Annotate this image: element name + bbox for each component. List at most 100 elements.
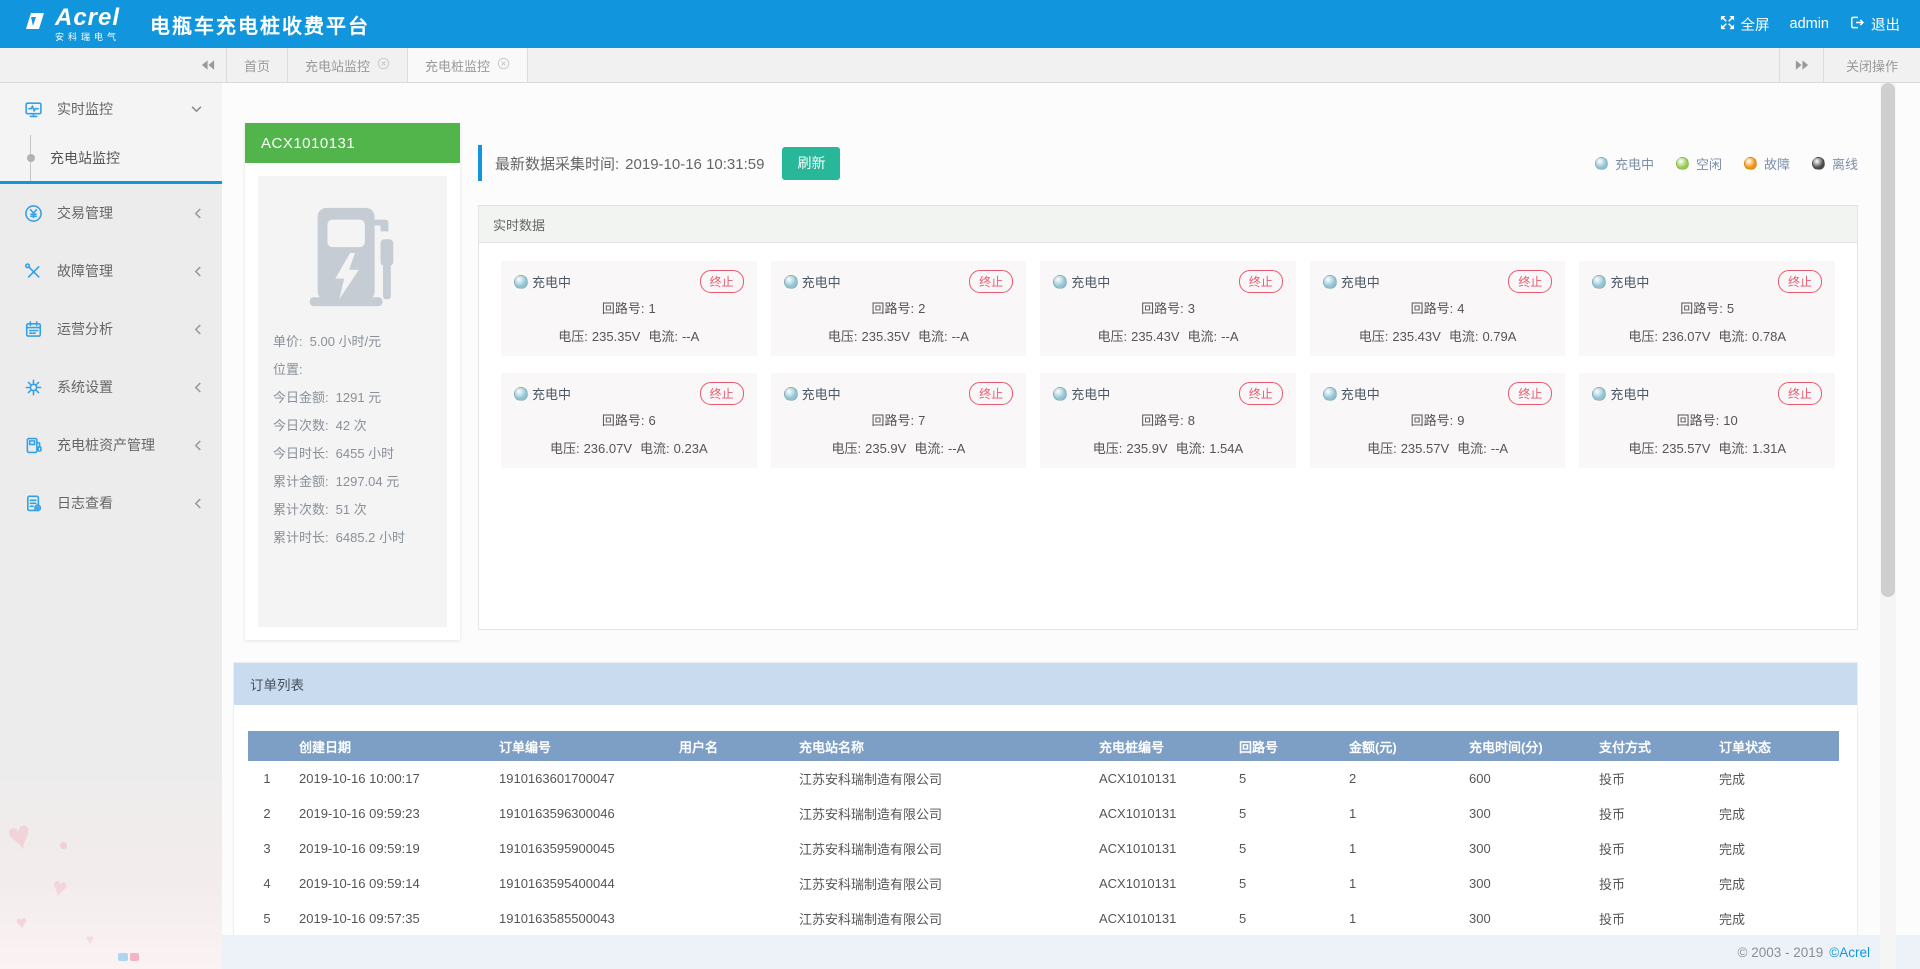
terminate-button[interactable]: 终止 [699, 270, 744, 293]
channel-status-label: 充电中 [801, 275, 841, 290]
copyright-text: © 2003 - 2019 [1737, 944, 1824, 960]
scrollbar-thumb[interactable] [1881, 83, 1895, 597]
device-stat-row: 今日次数: 42 次 [273, 410, 432, 438]
collect-time-label: 最新数据采集时间: [495, 155, 620, 173]
terminate-button[interactable]: 终止 [969, 382, 1014, 405]
username[interactable]: admin [1789, 16, 1830, 32]
terminate-button[interactable]: 终止 [1238, 270, 1283, 293]
status-legend: 充电中 空闲 故障 离线 [1594, 154, 1858, 173]
terminate-button[interactable]: 终止 [969, 270, 1014, 293]
tab-item[interactable]: 充电站监控 [287, 48, 407, 82]
order-cell: 1 [1349, 806, 1357, 821]
order-cell: 1 [1349, 911, 1357, 926]
voltage-value: 235.43V [1392, 329, 1441, 344]
orders-column-header: 支付方式 [1599, 739, 1652, 755]
sidebar-item-5[interactable]: 充电桩资产管理 [0, 416, 222, 474]
order-cell: 投币 [1599, 877, 1626, 892]
current-label: 电流: [640, 441, 670, 456]
voltage-label: 电压: [1628, 441, 1658, 456]
stat-label: 累计次数: [273, 501, 329, 517]
sidebar-item-0[interactable]: 实时监控 [0, 83, 222, 135]
device-card: ACX1010131 单价: 5.00 小时/元 位置: 今日金额: 1291 元今日次… [245, 123, 460, 640]
order-cell [666, 761, 786, 796]
tab-label: 充电桩监控 [425, 58, 491, 74]
order-cell: 1 [1349, 876, 1357, 891]
current-label: 电流: [1718, 329, 1749, 344]
order-cell [666, 901, 786, 935]
channel-readings: 电压: 235.9V 电流: --A [784, 438, 1014, 457]
voltage-value: 235.35V [591, 329, 641, 344]
charging-status-dot-icon [783, 386, 798, 401]
sidebar-item-label: 充电桩资产管理 [57, 437, 155, 453]
terminate-button[interactable]: 终止 [1777, 270, 1822, 293]
circuit-value: 2 [918, 301, 926, 316]
sidebar-item-1[interactable]: 交易管理 [0, 184, 222, 242]
tabs-scroll-right-button[interactable] [1778, 48, 1823, 82]
current-label: 电流: [1718, 441, 1749, 456]
current-value: --A [1221, 329, 1239, 344]
sidebar-item-3[interactable]: 运营分析 [0, 300, 222, 358]
legend-item: 离线 [1811, 154, 1858, 173]
fullscreen-button[interactable]: 全屏 [1720, 14, 1770, 35]
charging-pile-icon [258, 198, 447, 312]
logout-button[interactable]: 退出 [1849, 14, 1900, 35]
chevron-left-icon [194, 498, 202, 509]
tab-active[interactable]: 充电桩监控 [407, 48, 529, 82]
circuit-value: 1 [648, 301, 656, 316]
terminate-button[interactable]: 终止 [699, 382, 744, 405]
legend-item: 空闲 [1675, 154, 1722, 173]
tab-bar: 首页 充电站监控 充电桩监控 关闭操作 [0, 48, 1920, 83]
sidebar-item-4[interactable]: 系统设置 [0, 358, 222, 416]
tab-home[interactable]: 首页 [226, 48, 287, 82]
channel-readings: 电压: 235.57V 电流: --A [1323, 438, 1553, 457]
chevron-left-icon [194, 324, 202, 335]
order-cell: 投币 [1599, 807, 1626, 822]
tab-spacer [0, 48, 190, 82]
terminate-button[interactable]: 终止 [1238, 382, 1283, 405]
acrel-logo-icon [22, 9, 48, 40]
voltage-value: 235.9V [1126, 441, 1168, 456]
stat-value: 5.00 小时/元 [309, 333, 382, 349]
orders-table-wrap: 创建日期 订单编号 用户名 充电站名称 充电桩编号 回路号 金额(元) 充电时间(分) 支付方式… [248, 731, 1839, 935]
tab-close-icon[interactable] [377, 57, 390, 73]
order-cell: 投币 [1599, 912, 1626, 927]
charging-status-dot-icon [1322, 386, 1337, 401]
order-cell: 投币 [1599, 772, 1626, 787]
tab-close-icon[interactable] [497, 57, 510, 73]
sidebar-subitem[interactable]: 充电站监控 [0, 135, 222, 181]
terminate-button[interactable]: 终止 [1508, 382, 1553, 405]
refresh-button[interactable]: 刷新 [782, 146, 841, 180]
fault-icon [24, 262, 43, 281]
channel-card: 充电中 终止 回路号: 9 电压: 235.57V 电流: --A [1309, 373, 1566, 468]
orders-panel: 订单列表 创建日期 订单编号 用户名 充电站名称 充电桩编号 回路号 金额(元) 充电时间(分… [233, 662, 1858, 935]
row-number-cell: 5 [263, 911, 271, 926]
row-number-header [248, 731, 286, 761]
orders-column-header: 充电桩编号 [1099, 739, 1165, 755]
terminate-button[interactable]: 终止 [1777, 382, 1822, 405]
order-row: 1 2019-10-16 10:00:17 1910163601700047 江苏安科… [248, 761, 1839, 796]
logo-subtext: 安科瑞电气 [55, 32, 121, 42]
order-cell: 江苏安科瑞制造有限公司 [799, 842, 943, 857]
voltage-label: 电压: [1358, 329, 1389, 344]
circuit-value: 8 [1187, 413, 1195, 428]
close-operations-button[interactable]: 关闭操作 [1822, 48, 1920, 82]
row-number-cell: 3 [263, 841, 271, 856]
sidebar-item-6[interactable]: 日志查看 [0, 474, 222, 532]
channel-card: 充电中 终止 回路号: 8 电压: 235.9V 电流: 1.54A [1040, 373, 1296, 468]
circuit-value: 7 [918, 413, 926, 428]
fullscreen-label: 全屏 [1740, 17, 1770, 34]
realtime-panel: 实时数据 充电中 终止 回路号: 1 电压: 235.35V 电流: --A 充电中 终止 回路号:… [478, 205, 1858, 630]
circuit-label: 回路号: [601, 413, 645, 428]
device-stat-row: 今日时长: 6455 小时 [273, 438, 432, 466]
current-value: --A [1490, 441, 1509, 456]
sidebar-item-2[interactable]: 故障管理 [0, 242, 222, 300]
channel-status-label: 充电中 [1610, 387, 1650, 402]
orders-column-header: 充电站名称 [799, 739, 865, 755]
chevron-down-icon [191, 105, 202, 113]
circuit-label: 回路号: [601, 301, 645, 316]
channel-card-header: 充电中 终止 [514, 270, 744, 293]
footer-brand-link[interactable]: ©Acrel [1829, 944, 1870, 960]
tabs-scroll-left-button[interactable] [190, 48, 226, 82]
terminate-button[interactable]: 终止 [1508, 270, 1553, 293]
orders-column-header: 充电时间(分) [1469, 739, 1543, 755]
